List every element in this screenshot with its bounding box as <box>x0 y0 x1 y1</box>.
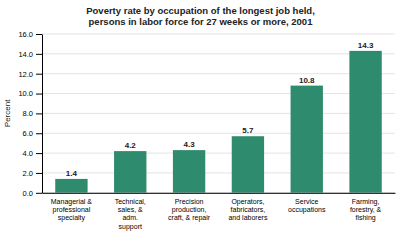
bar <box>232 136 264 193</box>
x-tick: Operators,fabricators,and laborers <box>228 198 267 222</box>
bars <box>55 51 382 193</box>
x-tick-label-line: Operators, <box>231 198 264 206</box>
x-tick-label: Operators,fabricators,and laborers <box>228 198 267 222</box>
y-tick-label: 2.0 <box>23 169 33 178</box>
x-tick: Technical,sales, &adm. support <box>115 198 146 231</box>
y-tick-label: 10.0 <box>18 89 33 98</box>
bar <box>114 151 146 193</box>
grid-line <box>42 172 395 173</box>
grid-line <box>42 153 395 154</box>
y-tick-label: 4.0 <box>23 149 33 158</box>
y-tick: 2.0 <box>23 169 42 178</box>
x-tick-label: Managerial &professionalspecialty <box>51 198 93 223</box>
y-tick-mark <box>36 54 42 55</box>
y-tick-mark <box>36 153 42 154</box>
y-axis-domain <box>42 35 43 194</box>
x-tick-label-line: forestry, & <box>350 206 382 214</box>
x-tick-label-line: fabricators, <box>231 206 266 213</box>
y-tick: 14.0 <box>18 50 42 59</box>
y-tick-label: 8.0 <box>23 109 33 118</box>
x-tick-label-line: craft, & repair <box>168 214 211 222</box>
x-tick-label: Technical,sales, &adm. support <box>115 198 146 231</box>
x-tick-label-line: and laborers <box>228 214 267 221</box>
x-tick-label: Precisionproduction,craft, & repair <box>168 198 211 223</box>
y-tick: 4.0 <box>23 149 42 158</box>
y-tick: 6.0 <box>23 129 42 138</box>
grid-line <box>42 73 395 74</box>
plot-area: 0.0 2.0 4.0 6.0 8.0 10.0 12.0 14.0 16.0 Manageria… <box>18 30 395 231</box>
x-tick-label-line: Service <box>295 198 318 205</box>
x-tick-label-line: support <box>119 223 142 231</box>
y-tick-mark <box>36 193 42 194</box>
y-tick-label: 0.0 <box>23 189 33 198</box>
y-tick: 0.0 <box>23 189 42 198</box>
data-labels: 1.4 4.2 4.3 5.7 10.8 14.3 <box>66 41 374 178</box>
grid-line <box>42 34 395 35</box>
x-tick-label-line: professional <box>53 206 91 214</box>
y-tick-label: 14.0 <box>18 50 33 59</box>
x-tick-label-line: Farming, <box>352 198 380 206</box>
x-tick-label-line: sales, & <box>118 206 143 213</box>
y-axis: 0.0 2.0 4.0 6.0 8.0 10.0 12.0 14.0 16.0 <box>18 30 42 198</box>
chart-title-line: Poverty rate by occupation of the longes… <box>86 5 315 16</box>
x-tick-label-line: specialty <box>58 214 86 222</box>
bar <box>173 150 205 193</box>
bar <box>349 51 381 193</box>
data-label: 10.8 <box>299 76 315 85</box>
y-tick-mark <box>36 74 42 75</box>
x-tick: Serviceoccupations <box>288 198 326 214</box>
x-tick: Precisionproduction,craft, & repair <box>168 198 211 223</box>
chart-title-line: persons in labor force for 27 weeks or m… <box>89 16 314 27</box>
y-tick: 10.0 <box>18 89 42 98</box>
y-tick-label: 6.0 <box>23 129 33 138</box>
y-tick: 12.0 <box>18 70 42 79</box>
grid-line <box>42 192 395 193</box>
x-axis: Managerial &professionalspecialty Technic… <box>43 193 396 230</box>
y-tick: 16.0 <box>18 30 42 39</box>
x-tick-label: Farming,forestry, &fishing <box>350 198 382 223</box>
data-label: 1.4 <box>66 169 78 178</box>
y-tick-mark <box>36 94 42 95</box>
y-tick-label: 12.0 <box>18 70 33 79</box>
x-tick-label-line: production, <box>172 206 207 214</box>
chart-title: Poverty rate by occupation of the longes… <box>86 5 315 27</box>
x-tick-label-line: Technical, <box>115 198 146 205</box>
x-tick: Managerial &professionalspecialty <box>51 198 93 223</box>
x-axis-domain <box>43 193 396 194</box>
data-label: 5.7 <box>242 126 254 135</box>
data-label: 14.3 <box>358 41 374 50</box>
x-tick-label-line: occupations <box>288 206 326 214</box>
grid-line <box>42 93 395 94</box>
x-tick: Farming,forestry, &fishing <box>350 198 382 223</box>
y-tick-mark <box>36 113 42 114</box>
bar <box>55 179 87 193</box>
grid-line <box>42 113 395 114</box>
grid-line <box>42 133 395 134</box>
y-tick-label: 16.0 <box>18 30 33 39</box>
y-tick: 8.0 <box>23 109 42 118</box>
chart-svg: Poverty rate by occupation of the longes… <box>0 0 401 238</box>
data-label: 4.2 <box>125 141 137 150</box>
y-tick-mark <box>36 34 42 35</box>
x-tick-label-line: Precision <box>175 198 204 205</box>
data-label: 4.3 <box>184 140 196 149</box>
x-tick-label: Serviceoccupations <box>288 198 326 214</box>
y-axis-title: Percent <box>3 99 12 127</box>
grid <box>42 34 395 193</box>
y-tick-mark <box>36 133 42 134</box>
y-tick-mark <box>36 173 42 174</box>
bar <box>291 86 323 193</box>
grid-line <box>42 53 395 54</box>
x-tick-label-line: adm. <box>122 214 138 221</box>
x-tick-label-line: fishing <box>355 214 375 222</box>
x-tick-label-line: Managerial & <box>51 198 93 206</box>
